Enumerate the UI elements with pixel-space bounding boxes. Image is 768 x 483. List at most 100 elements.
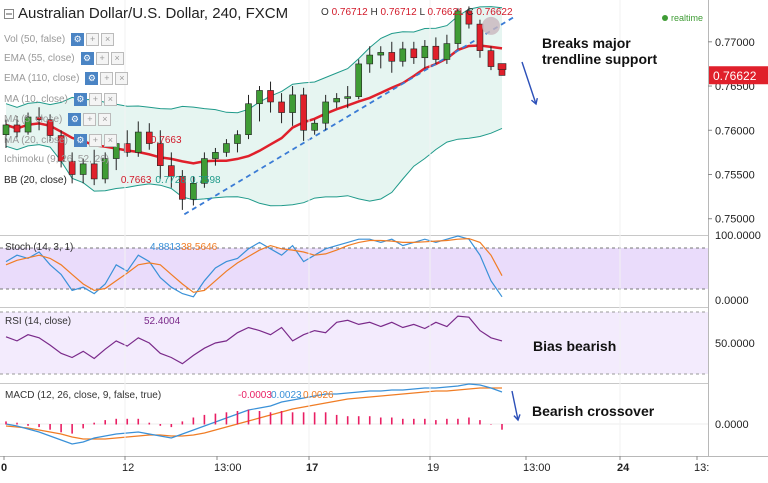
- macd-label[interactable]: MACD (12, 26, close, 9, false, true): [5, 390, 162, 401]
- ohlc-readout: O 0.76712 H 0.76712 L 0.76621 C 0.76622: [321, 7, 513, 18]
- macd-histogram-bar: [170, 424, 173, 428]
- candle-body: [267, 90, 274, 103]
- settings-icon[interactable]: ⚙: [80, 52, 94, 65]
- indicator-legend-row[interactable]: MA (20, close) ⚙ + × 0.7663: [4, 134, 182, 147]
- add-icon[interactable]: +: [83, 113, 97, 126]
- rsi-label[interactable]: RSI (14, close): [5, 316, 72, 327]
- candle-body: [366, 54, 374, 65]
- candle-body: [134, 131, 142, 153]
- candle-body: [101, 158, 109, 180]
- close-icon[interactable]: ×: [98, 113, 112, 126]
- add-icon[interactable]: +: [88, 93, 102, 106]
- add-icon[interactable]: +: [88, 134, 102, 147]
- candle-body: [256, 90, 263, 105]
- indicator-label: Vol (50, false): [4, 34, 66, 46]
- candle-body: [68, 160, 76, 175]
- candle-body: [333, 98, 340, 103]
- macd-histogram-bar: [324, 412, 327, 425]
- macd-histogram-bar: [335, 414, 338, 425]
- add-icon[interactable]: +: [100, 72, 114, 85]
- macd-histogram-bar: [302, 412, 305, 425]
- settings-icon[interactable]: ⚙: [85, 72, 99, 85]
- close-icon[interactable]: ×: [101, 33, 115, 46]
- break-point-marker: [482, 16, 500, 35]
- candle-body: [487, 50, 495, 67]
- candle-body: [322, 101, 329, 124]
- macd-histogram-bar: [5, 421, 7, 425]
- candle-body: [465, 10, 473, 25]
- indicator-legend-row[interactable]: Ichimoku (9, 26, 52, 26): [4, 154, 109, 165]
- price-tick-label: 0.77000: [715, 37, 755, 49]
- settings-icon[interactable]: ⚙: [71, 33, 85, 46]
- time-tick-label: 13:00: [214, 462, 242, 474]
- ohlc-open-key: O: [321, 7, 329, 18]
- candle-body: [344, 96, 351, 99]
- macd-histogram-bar: [60, 424, 62, 433]
- macd-histogram-bar: [424, 418, 426, 425]
- indicator-legend-row[interactable]: MA (5, close) ⚙ + ×: [4, 113, 112, 126]
- rsi-tick-label: 50.0000: [715, 338, 755, 350]
- indicator-legend-row[interactable]: EMA (110, close) ⚙ + ×: [4, 72, 129, 85]
- macd-histogram-bar: [357, 416, 360, 425]
- candle-body: [399, 48, 407, 62]
- arrow-trendline: [521, 61, 537, 105]
- arrow-macd: [511, 390, 519, 421]
- candle-body: [234, 134, 241, 144]
- indicator-legend-row[interactable]: MA (10, close) ⚙ + ×: [4, 93, 117, 106]
- candle-body: [278, 101, 285, 113]
- symbol-title[interactable]: Australian Dollar/U.S. Dollar, 240, FXCM: [18, 5, 289, 22]
- candle-body: [57, 135, 65, 162]
- add-icon[interactable]: +: [95, 52, 109, 65]
- candle-body: [13, 124, 21, 133]
- candle-body: [24, 116, 32, 133]
- macd-tick-label: 0.0000: [715, 419, 749, 431]
- macd-histogram-bar: [390, 417, 393, 425]
- close-icon[interactable]: ×: [115, 72, 129, 85]
- macd-histogram-bar: [490, 424, 492, 425]
- last-candle-marker: [497, 63, 507, 70]
- close-icon[interactable]: ×: [103, 134, 117, 147]
- price-tick-label: 0.75000: [715, 214, 755, 226]
- candle-body: [2, 124, 10, 135]
- indicator-label: Ichimoku (9, 26, 52, 26): [4, 154, 110, 165]
- macd-value-macd: 0.0023: [271, 390, 302, 401]
- settings-icon[interactable]: ⚙: [73, 134, 87, 147]
- stoch-label[interactable]: Stoch (14, 3, 1): [5, 242, 74, 253]
- stoch-d-line: [5, 237, 503, 293]
- macd-histogram-bar: [269, 412, 272, 425]
- candle-body: [432, 45, 440, 60]
- macd-histogram-bar: [379, 417, 382, 425]
- candle-body: [123, 143, 131, 153]
- annotation-trendline: Breaks major trendline support: [542, 35, 658, 67]
- macd-histogram-bar: [104, 420, 106, 425]
- macd-histogram-bar: [346, 416, 349, 425]
- collapse-icon[interactable]: [4, 6, 14, 24]
- time-tick-label: 17: [306, 462, 318, 474]
- candle-body: [168, 165, 175, 177]
- arrow-trendline-head: [530, 97, 538, 106]
- macd-histogram-bar: [82, 424, 84, 429]
- time-tick-label: 13:00: [523, 462, 551, 474]
- close-icon[interactable]: ×: [110, 52, 124, 65]
- bb-value: 0.7598: [190, 175, 221, 186]
- candle-body: [223, 143, 230, 153]
- trendline-support: [183, 16, 515, 216]
- settings-icon[interactable]: ⚙: [73, 93, 87, 106]
- macd-histogram-bar: [236, 411, 239, 425]
- macd-histogram-bar: [137, 418, 140, 425]
- candle-body: [46, 119, 54, 136]
- candle-body: [245, 103, 252, 135]
- indicator-legend-row[interactable]: BB (20, close) 0.7663 0.7728 0.7598: [4, 175, 221, 186]
- indicator-legend-row[interactable]: Vol (50, false) ⚙ + ×: [4, 33, 115, 46]
- macd-histogram-bar: [38, 424, 40, 428]
- macd-histogram-bar: [148, 422, 151, 425]
- settings-icon[interactable]: ⚙: [68, 113, 82, 126]
- indicator-legend-row[interactable]: EMA (55, close) ⚙ + ×: [4, 52, 124, 65]
- close-icon[interactable]: ×: [103, 93, 117, 106]
- macd-value-hist: -0.0003: [238, 390, 272, 401]
- add-icon[interactable]: +: [86, 33, 100, 46]
- candle-body: [35, 116, 43, 120]
- ohlc-close-value: 0.76622: [476, 7, 513, 18]
